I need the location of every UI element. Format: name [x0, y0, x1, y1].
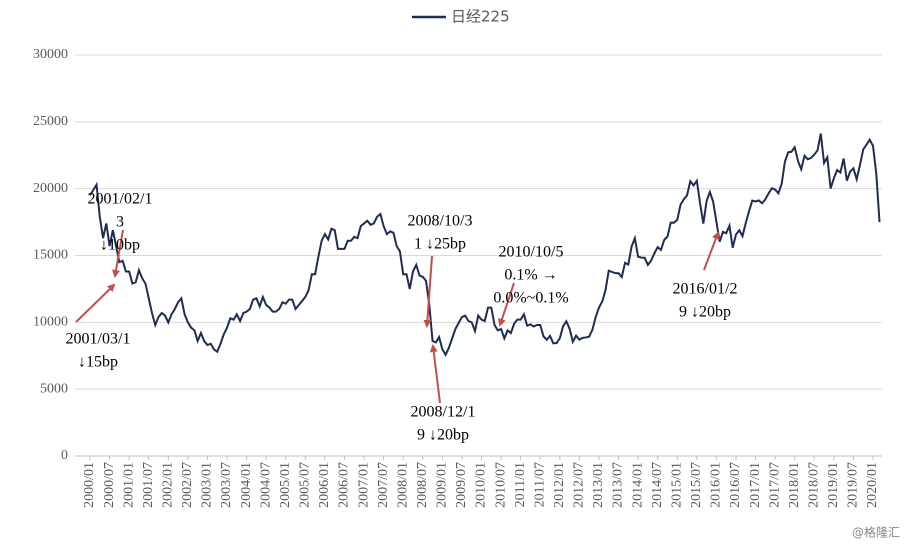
x-tick-label: 2000/01 — [82, 462, 97, 508]
x-tick-label: 2017/01 — [748, 462, 763, 508]
x-tick-label: 2005/01 — [278, 462, 293, 508]
x-tick-label: 2014/01 — [630, 462, 645, 508]
x-tick-label: 2007/01 — [356, 462, 371, 508]
annotation-text: 2008/10/3 — [408, 213, 473, 230]
x-tick-label: 2012/07 — [572, 462, 587, 508]
annotation-text: 9 ↓20bp — [417, 427, 469, 444]
x-tick-label: 2011/01 — [513, 462, 528, 507]
x-tick-label: 2019/07 — [846, 462, 861, 508]
watermark: @格隆汇 — [852, 525, 900, 540]
x-tick-label: 2008/01 — [395, 462, 410, 508]
y-tick-label: 25000 — [33, 114, 68, 129]
legend-label: 日经225 — [451, 8, 510, 26]
x-tick-label: 2004/07 — [258, 462, 273, 508]
x-tick-label: 2010/01 — [474, 462, 489, 508]
x-tick-label: 2015/01 — [669, 462, 684, 508]
annotation-text: 9 ↓20bp — [679, 304, 731, 321]
x-tick-label: 2017/07 — [767, 462, 782, 508]
x-tick-label: 2012/01 — [552, 462, 567, 508]
x-tick-label: 2013/07 — [611, 462, 626, 508]
x-tick-label: 2001/07 — [141, 462, 156, 508]
x-tick-label: 2003/07 — [219, 462, 234, 508]
x-tick-label: 2010/07 — [493, 462, 508, 508]
x-tick-label: 2018/07 — [806, 462, 821, 508]
x-tick-label: 2004/01 — [239, 462, 254, 508]
x-tick-label: 2015/07 — [689, 462, 704, 508]
annotation-text: 1 ↓25bp — [414, 236, 466, 253]
annotation-text: 2008/12/1 — [411, 404, 476, 421]
x-tick-label: 2007/07 — [376, 462, 391, 508]
x-tick-label: 2001/01 — [121, 462, 136, 508]
y-tick-label: 5000 — [40, 381, 68, 396]
x-tick-label: 2019/01 — [826, 462, 841, 508]
x-tick-label: 2013/01 — [591, 462, 606, 508]
x-tick-label: 2014/07 — [650, 462, 665, 508]
annotation-text: 0.1% → — [504, 267, 557, 284]
annotation-text: 2010/10/5 — [499, 244, 564, 261]
x-tick-label: 2009/01 — [435, 462, 450, 508]
x-tick-label: 2002/07 — [180, 462, 195, 508]
annotation-text: 0.0%~0.1% — [493, 290, 568, 307]
y-tick-label: 0 — [61, 448, 68, 463]
annotation-arrow — [112, 229, 124, 278]
x-tick-label: 2000/07 — [102, 462, 117, 508]
x-tick-label: 2002/01 — [161, 462, 176, 508]
x-tick-label: 2016/07 — [728, 462, 743, 508]
annotation-text: ↓15bp — [78, 354, 118, 371]
annotation-text: 2016/01/2 — [673, 281, 738, 298]
y-tick-label: 15000 — [33, 248, 68, 263]
annotation-text: 2001/03/1 — [66, 331, 131, 348]
annotation-arrow — [423, 255, 433, 328]
y-tick-label: 20000 — [33, 181, 68, 196]
x-tick-label: 2016/01 — [709, 462, 724, 508]
y-tick-label: 30000 — [33, 47, 68, 62]
x-tick-label: 2003/01 — [200, 462, 215, 508]
x-tick-label: 2006/01 — [317, 462, 332, 508]
annotation-arrow — [703, 231, 720, 271]
x-tick-label: 2011/07 — [532, 462, 547, 507]
series-line — [89, 133, 881, 357]
x-tick-label: 2020/01 — [865, 462, 880, 508]
annotation-arrow — [498, 282, 515, 327]
annotation-arrow — [75, 283, 116, 323]
x-tick-label: 2005/07 — [298, 462, 313, 508]
annotation-text: 3 — [116, 214, 124, 231]
annotation-arrow — [429, 344, 441, 404]
y-tick-label: 10000 — [33, 315, 68, 330]
x-tick-label: 2018/01 — [787, 462, 802, 508]
x-tick-label: 2009/07 — [454, 462, 469, 508]
annotation-text: 2001/02/1 — [88, 191, 153, 208]
annotation-text: ↓10bp — [100, 237, 140, 254]
x-tick-label: 2006/07 — [337, 462, 352, 508]
x-tick-label: 2008/07 — [415, 462, 430, 508]
